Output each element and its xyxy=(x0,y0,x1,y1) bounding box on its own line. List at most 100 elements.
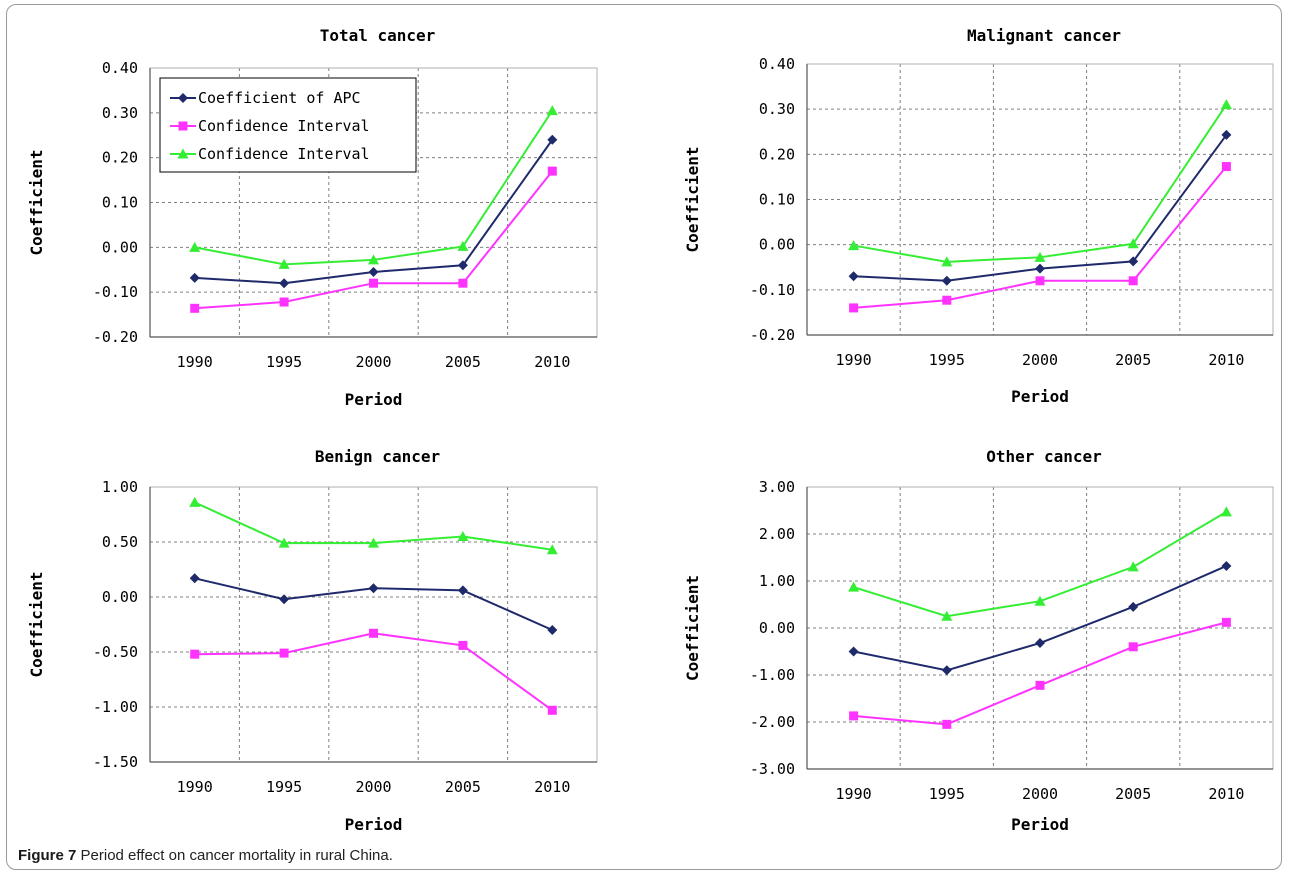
data-point xyxy=(279,297,289,307)
data-point xyxy=(189,272,200,283)
x-tick-label: 1990 xyxy=(177,778,213,796)
data-point xyxy=(457,585,468,596)
data-point xyxy=(457,240,469,251)
x-axis-label: Period xyxy=(1011,815,1069,834)
data-point xyxy=(1128,642,1138,652)
data-point xyxy=(547,625,558,635)
data-point xyxy=(546,544,558,555)
data-point xyxy=(189,496,201,507)
series-line xyxy=(194,632,553,712)
plot-area xyxy=(149,486,598,763)
data-point xyxy=(941,256,953,267)
data-point xyxy=(189,573,200,584)
y-tick-label: 0.30 xyxy=(102,104,138,122)
y-tick-label: -0.10 xyxy=(93,283,138,301)
data-point xyxy=(1128,601,1139,612)
data-point xyxy=(368,583,379,594)
chart-title: Malignant cancer xyxy=(967,26,1121,45)
legend-entry: Confidence Interval xyxy=(198,117,370,135)
ci-upper-series xyxy=(189,105,558,269)
ci-upper-series xyxy=(848,506,1232,621)
x-tick-label: 2000 xyxy=(1022,351,1058,369)
x-tick-label: 2005 xyxy=(445,353,481,371)
chart-panel-1: 0.40 0.30 0.20 0.10 0.00 -0.10 -0.20 1990 1995 20… xyxy=(27,26,598,409)
legend-swatch-marker xyxy=(178,93,188,103)
x-tick-label: 2010 xyxy=(1208,785,1244,803)
y-tick-label: 0.40 xyxy=(102,59,138,77)
data-point xyxy=(1221,129,1232,140)
x-tick-label: 2000 xyxy=(1022,785,1058,803)
grid-lines xyxy=(807,487,1273,769)
y-tick-label: 0.20 xyxy=(759,145,795,163)
data-point xyxy=(369,278,378,288)
apc-series xyxy=(189,573,558,635)
data-point xyxy=(942,719,952,729)
x-tick-label: 2000 xyxy=(355,353,391,371)
data-point xyxy=(368,254,379,265)
legend-entry: Coefficient of APC xyxy=(198,89,361,107)
data-point xyxy=(1220,99,1232,110)
data-point xyxy=(1128,256,1139,267)
data-point xyxy=(190,649,200,659)
data-point xyxy=(849,303,859,313)
data-point xyxy=(279,648,289,658)
y-tick-label: -1.00 xyxy=(750,666,795,684)
data-point xyxy=(278,258,290,269)
y-tick-label: 3.00 xyxy=(759,478,795,496)
chart-title: Benign cancer xyxy=(315,447,440,466)
data-point xyxy=(1221,560,1232,571)
figure-caption: Figure 7 Period effect on cancer mortali… xyxy=(18,847,393,864)
legend-box xyxy=(159,77,417,173)
y-tick-label: 0.50 xyxy=(102,533,138,551)
ci-lower-series xyxy=(190,166,557,313)
y-tick-label: -0.20 xyxy=(750,326,795,344)
y-tick-label: -0.20 xyxy=(93,328,138,346)
x-tick-label: 2005 xyxy=(1115,785,1151,803)
data-point xyxy=(941,610,953,621)
x-tick-label: 2000 xyxy=(355,778,391,796)
data-point xyxy=(458,278,468,288)
y-axis-label: Coefficient xyxy=(27,572,46,678)
y-axis-label: Coefficient xyxy=(27,150,46,256)
legend-entry: Confidence Interval xyxy=(198,145,370,163)
chart-title: Other cancer xyxy=(986,447,1102,466)
grid-lines xyxy=(807,64,1273,335)
data-point xyxy=(941,665,952,676)
y-tick-label: 0.40 xyxy=(759,55,795,73)
data-point xyxy=(278,537,290,548)
x-tick-label: 1995 xyxy=(266,778,302,796)
data-point xyxy=(546,105,558,116)
apc-series xyxy=(189,134,558,289)
data-point xyxy=(547,134,558,145)
data-point xyxy=(848,271,859,282)
data-point xyxy=(849,711,859,721)
data-point xyxy=(1035,680,1045,690)
y-tick-label: 0.00 xyxy=(102,588,138,606)
y-axis-label: Coefficient xyxy=(683,147,702,253)
x-tick-label: 2010 xyxy=(534,778,570,796)
chart-title: Total cancer xyxy=(320,26,436,45)
y-tick-label: -2.00 xyxy=(750,713,795,731)
y-tick-label: 0.10 xyxy=(102,194,138,212)
y-tick-label: 0.00 xyxy=(759,619,795,637)
y-tick-label: -0.10 xyxy=(750,281,795,299)
ci-upper-series xyxy=(189,496,558,555)
data-point xyxy=(848,646,859,657)
x-tick-label: 1990 xyxy=(836,785,872,803)
data-point xyxy=(457,531,469,541)
y-tick-label: -3.00 xyxy=(750,760,795,778)
x-tick-label: 2010 xyxy=(1208,351,1244,369)
ci-lower-series xyxy=(190,628,557,715)
legend: Coefficient of APC Confidence Interval Con… xyxy=(159,77,417,173)
apc-series xyxy=(848,560,1232,676)
x-tick-label: 2005 xyxy=(445,778,481,796)
y-tick-label: 0.20 xyxy=(102,149,138,167)
chart-panel-2: 0.40 0.30 0.20 0.10 0.00 -0.10 -0.20 1990 1995 20… xyxy=(683,26,1274,406)
y-tick-label: -0.50 xyxy=(93,643,138,661)
data-point xyxy=(547,166,557,176)
data-point xyxy=(848,581,860,592)
caption-text: Period effect on cancer mortality in rur… xyxy=(76,847,393,864)
series-line xyxy=(853,621,1227,726)
x-axis-label: Period xyxy=(1011,387,1069,406)
data-point xyxy=(1034,251,1046,262)
